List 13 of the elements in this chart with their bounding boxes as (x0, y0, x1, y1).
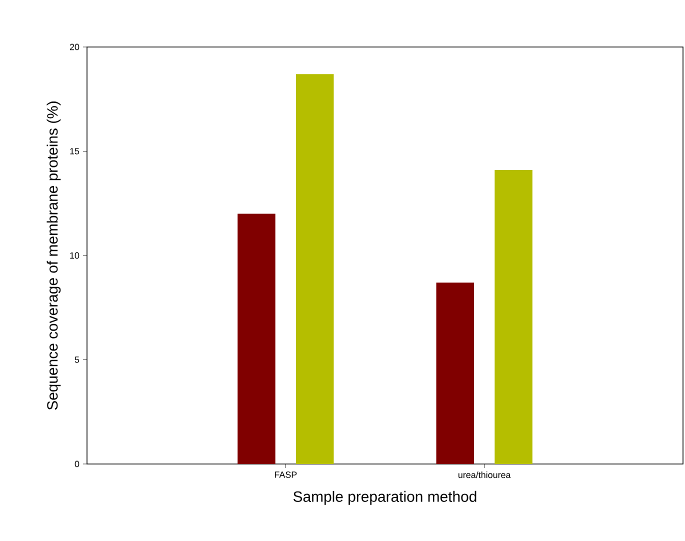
y-tick-label: 0 (74, 460, 80, 468)
x-axis-title: Sample preparation method (293, 490, 476, 505)
y-tick-label: 20 (70, 44, 80, 50)
bar (436, 282, 474, 464)
y-tick-label: 15 (70, 148, 80, 154)
bar (296, 74, 334, 464)
y-tick-label: 5 (74, 356, 80, 363)
x-tick-label: FASP (274, 472, 297, 478)
bar (238, 214, 276, 464)
y-axis-title: Sequence coverage of membrane proteins (%) (46, 102, 61, 410)
bar (494, 170, 532, 464)
y-tick-label: 10 (70, 252, 80, 259)
x-tick-label: urea/thiourea (458, 472, 511, 478)
